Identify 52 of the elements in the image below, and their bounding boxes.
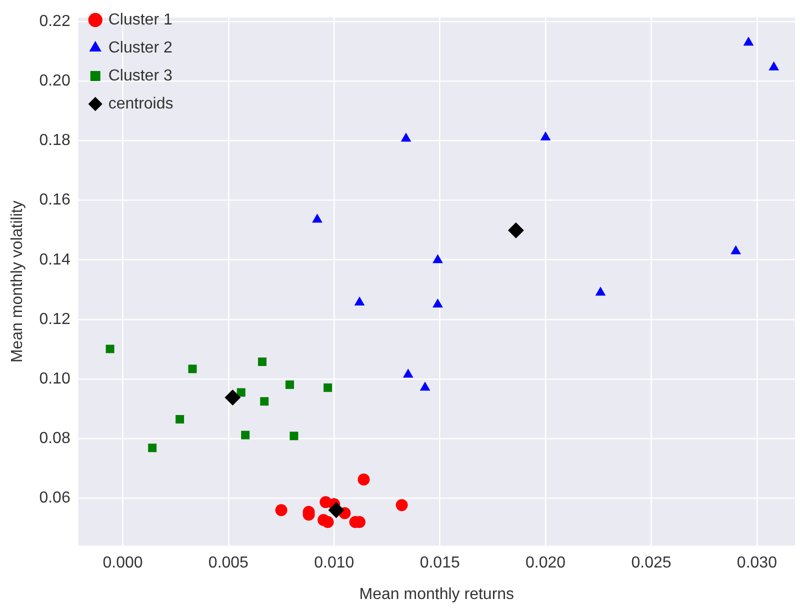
point — [106, 344, 114, 354]
y-axis-title: Mean monthly volatility — [9, 200, 26, 363]
x-tick-label: 0.030 — [736, 554, 778, 572]
y-tick-label: 0.12 — [39, 310, 70, 328]
point — [236, 388, 246, 397]
point — [730, 245, 742, 254]
y-tick-label: 0.20 — [39, 72, 70, 90]
x-axis-title: Mean monthly returns — [359, 586, 514, 603]
point — [354, 296, 365, 306]
y-tick-label: 0.16 — [39, 192, 70, 209]
point — [188, 364, 197, 374]
point — [508, 222, 524, 238]
y-tick-label: 0.14 — [39, 251, 70, 268]
y-tick-label: 0.06 — [39, 490, 70, 507]
legend-label: centroids — [108, 95, 174, 112]
x-tick-label: 0.000 — [102, 554, 143, 572]
point — [595, 286, 606, 296]
point — [768, 61, 780, 70]
point — [312, 214, 322, 223]
x-tick-label: 0.010 — [314, 554, 354, 572]
point — [322, 516, 334, 528]
point — [224, 390, 241, 406]
point — [420, 382, 430, 391]
point — [328, 502, 344, 518]
point — [432, 254, 443, 264]
x-tick-label: 0.005 — [208, 554, 249, 572]
point — [396, 499, 408, 512]
point — [743, 36, 754, 46]
y-tick-label: 0.08 — [39, 430, 70, 448]
y-tick-label: 0.18 — [39, 132, 70, 150]
point — [540, 131, 551, 140]
point — [290, 432, 298, 440]
point — [432, 298, 443, 308]
legend-label: Cluster 1 — [108, 11, 172, 28]
point — [324, 383, 332, 392]
point — [400, 132, 412, 142]
point — [260, 397, 269, 406]
point — [275, 504, 288, 516]
legend-label: Cluster 3 — [108, 67, 172, 84]
point — [358, 473, 370, 486]
point — [148, 444, 157, 452]
y-tick-label: 0.22 — [39, 12, 70, 30]
x-tick-label: 0.020 — [526, 554, 566, 572]
point — [402, 368, 414, 378]
legend-label: Cluster 2 — [108, 39, 172, 56]
point — [286, 380, 294, 389]
point — [241, 430, 250, 440]
x-tick-label: 0.015 — [420, 554, 460, 572]
point — [176, 415, 184, 424]
y-tick-label: 0.10 — [39, 370, 70, 388]
point — [258, 358, 267, 366]
x-tick-label: 0.025 — [631, 554, 672, 572]
